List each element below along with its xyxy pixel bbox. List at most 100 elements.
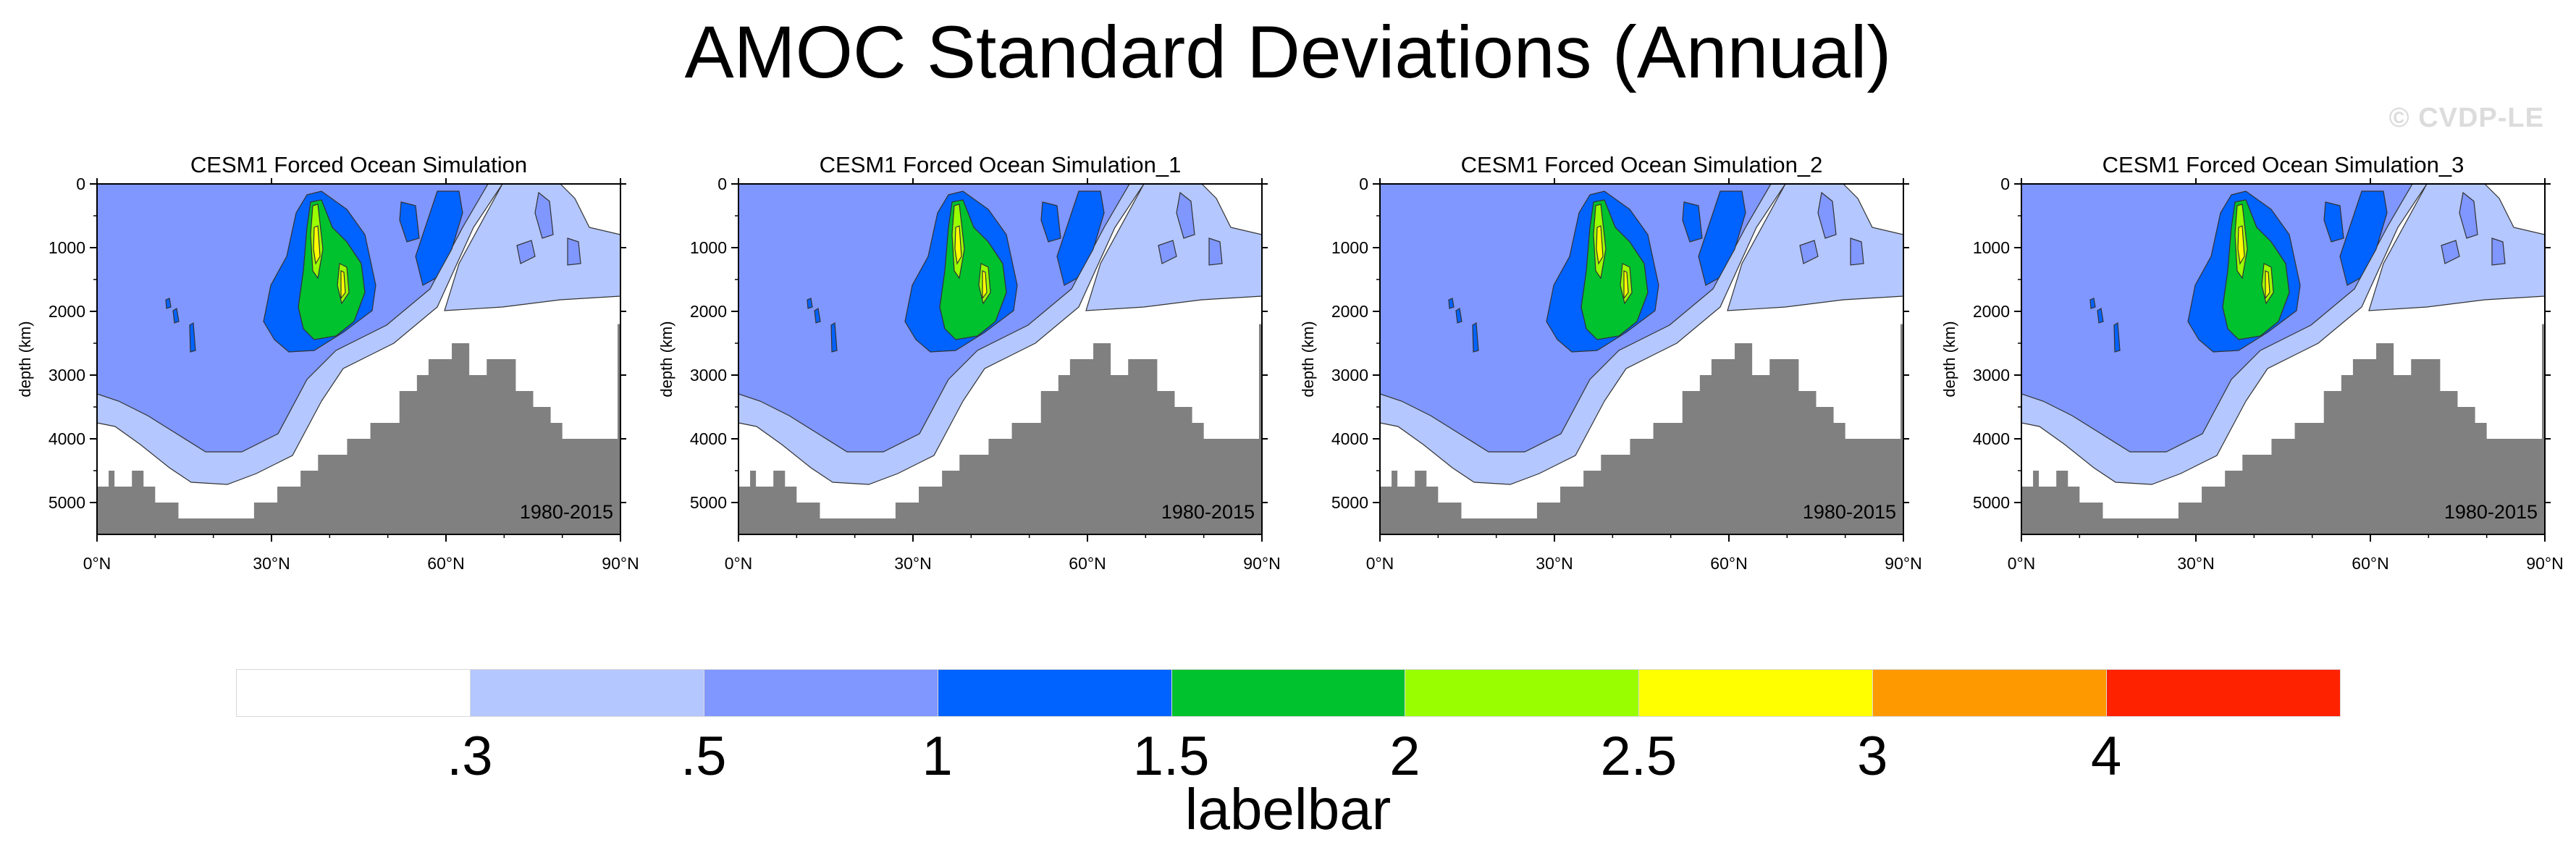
y-tick-label: 4000 bbox=[1973, 429, 2010, 448]
labelbar-tick-label: 4 bbox=[2090, 726, 2122, 787]
chart-panel-4: CESM1 Forced Ocean Simulation_3 0 1000 2000… bbox=[1940, 145, 2564, 579]
period-label: 1980-2015 bbox=[1161, 501, 1255, 523]
labelbar-swatch bbox=[1638, 669, 1874, 717]
period-label: 1980-2015 bbox=[2444, 501, 2538, 523]
chart-panel-3: CESM1 Forced Ocean Simulation_2 0 1000 2000… bbox=[1299, 145, 1922, 579]
contour-level-1-spots-b bbox=[814, 308, 821, 324]
labelbar-swatch bbox=[937, 669, 1172, 717]
labelbar-swatch bbox=[703, 669, 938, 717]
contour-level-1-spots-b bbox=[2097, 308, 2104, 324]
panel-title: CESM1 Forced Ocean Simulation_2 bbox=[1461, 152, 1823, 177]
y-tick-label: 1000 bbox=[1331, 238, 1368, 257]
y-tick-label: 0 bbox=[2000, 175, 2010, 193]
x-tick-label: 90°N bbox=[1885, 554, 1922, 573]
x-tick-label: 90°N bbox=[2526, 554, 2563, 573]
contour-field bbox=[738, 184, 1262, 534]
y-tick-label: 3000 bbox=[49, 366, 85, 385]
y-axis-label: depth (km) bbox=[657, 321, 675, 397]
contour-level-2.5 bbox=[954, 225, 962, 265]
contour-level-1-spots-b bbox=[172, 308, 180, 324]
y-axis-label: depth (km) bbox=[1940, 321, 1958, 397]
x-tick-label: 0°N bbox=[1366, 554, 1394, 573]
x-tick-label: 0°N bbox=[83, 554, 111, 573]
labelbar-tick-label: 2.5 bbox=[1600, 726, 1678, 787]
contour-level-1-spots bbox=[807, 298, 813, 309]
northern-wall bbox=[617, 324, 620, 534]
y-tick-label: 2000 bbox=[690, 302, 727, 321]
y-tick-label: 1000 bbox=[690, 238, 727, 257]
contour-level-1-spots bbox=[2089, 298, 2096, 309]
labelbar-swatch bbox=[2106, 669, 2341, 717]
contour-level-0.5-north-a bbox=[1176, 191, 1195, 239]
labelbar-swatch bbox=[1171, 669, 1406, 717]
contour-level-0.5-north-b bbox=[516, 240, 536, 264]
y-tick-label: 2000 bbox=[49, 302, 85, 321]
bathymetry-land bbox=[1380, 343, 1903, 534]
y-tick-label: 4000 bbox=[1331, 429, 1368, 448]
contour-level-1-spots bbox=[1448, 298, 1455, 309]
contour-field bbox=[1380, 184, 1903, 534]
labelbar-swatch bbox=[1872, 669, 2108, 717]
labelbar-swatch bbox=[1405, 669, 1640, 717]
chart-svg: CESM1 Forced Ocean Simulation_3 0 1000 2000… bbox=[1940, 152, 2564, 573]
panel-title: CESM1 Forced Ocean Simulation_1 bbox=[820, 152, 1182, 177]
contour-field bbox=[97, 184, 620, 534]
contour-level-2.5-b bbox=[340, 270, 346, 300]
y-tick-label: 5000 bbox=[1331, 493, 1368, 512]
contour-level-0.5-north-a bbox=[534, 191, 554, 239]
labelbar bbox=[236, 669, 2341, 718]
labelbar-tick-label: 2 bbox=[1389, 726, 1420, 787]
bathymetry-land bbox=[738, 343, 1262, 534]
plot-frame bbox=[96, 183, 621, 535]
contour-level-2.5-b bbox=[2265, 270, 2270, 300]
contour-level-0.5-north-a bbox=[2459, 191, 2478, 239]
contour-level-2.5 bbox=[2237, 225, 2245, 265]
labelbar-tick-label: .3 bbox=[447, 726, 493, 787]
contour-level-2.5-b bbox=[1623, 270, 1629, 300]
x-tick-label: 0°N bbox=[725, 554, 753, 573]
x-tick-label: 60°N bbox=[1069, 554, 1106, 573]
labelbar-tick-label: 3 bbox=[1857, 726, 1888, 787]
panel-title: CESM1 Forced Ocean Simulation bbox=[190, 152, 527, 177]
y-tick-label: 3000 bbox=[1973, 366, 2010, 385]
chart-svg: CESM1 Forced Ocean Simulation_2 0 1000 2000… bbox=[1299, 152, 1922, 573]
contour-level-1-b bbox=[1056, 190, 1105, 286]
y-tick-label: 2000 bbox=[1331, 302, 1368, 321]
y-tick-label: 5000 bbox=[49, 493, 85, 512]
contour-level-0.5-north-c bbox=[1850, 238, 1864, 266]
contour-level-1-c bbox=[399, 201, 420, 243]
x-tick-label: 30°N bbox=[1536, 554, 1573, 573]
x-tick-label: 0°N bbox=[2008, 554, 2036, 573]
y-tick-label: 3000 bbox=[690, 366, 727, 385]
contour-level-1-b bbox=[2339, 190, 2388, 286]
period-label: 1980-2015 bbox=[520, 501, 613, 523]
contour-level-0.5-north-b bbox=[1799, 240, 1819, 264]
labelbar-title: labelbar bbox=[1184, 777, 1392, 841]
chart-svg: CESM1 Forced Ocean Simulation 0 1000 2000 30… bbox=[16, 152, 639, 573]
contour-level-0.5-north-c bbox=[567, 238, 581, 266]
contour-level-0.5-north-a bbox=[1817, 191, 1837, 239]
contour-level-1-spots-c bbox=[189, 322, 196, 353]
contour-level-2.5 bbox=[313, 225, 321, 265]
y-axis-label: depth (km) bbox=[1299, 321, 1317, 397]
x-tick-label: 30°N bbox=[2177, 554, 2214, 573]
panel-title: CESM1 Forced Ocean Simulation_3 bbox=[2103, 152, 2465, 177]
northern-wall bbox=[1258, 324, 1262, 534]
bathymetry-land bbox=[97, 343, 620, 534]
x-tick-label: 30°N bbox=[253, 554, 290, 573]
plot-frame bbox=[2021, 183, 2546, 535]
chart-svg: CESM1 Forced Ocean Simulation_1 0 1000 2000… bbox=[657, 152, 1281, 573]
y-tick-label: 3000 bbox=[1331, 366, 1368, 385]
labelbar-tick-label: .5 bbox=[681, 726, 727, 787]
y-tick-label: 5000 bbox=[690, 493, 727, 512]
contour-level-2.5-b bbox=[982, 270, 988, 300]
contour-level-1-c bbox=[2323, 201, 2344, 243]
labelbar-swatch bbox=[236, 669, 471, 717]
contour-level-1-c bbox=[1040, 201, 1061, 243]
y-tick-label: 1000 bbox=[1973, 238, 2010, 257]
plot-frame bbox=[738, 183, 1263, 535]
plot-frame bbox=[1379, 183, 1904, 535]
chart-panel-2: CESM1 Forced Ocean Simulation_1 0 1000 2000… bbox=[657, 145, 1281, 579]
x-tick-label: 90°N bbox=[1243, 554, 1280, 573]
contour-level-1-b bbox=[415, 190, 463, 286]
